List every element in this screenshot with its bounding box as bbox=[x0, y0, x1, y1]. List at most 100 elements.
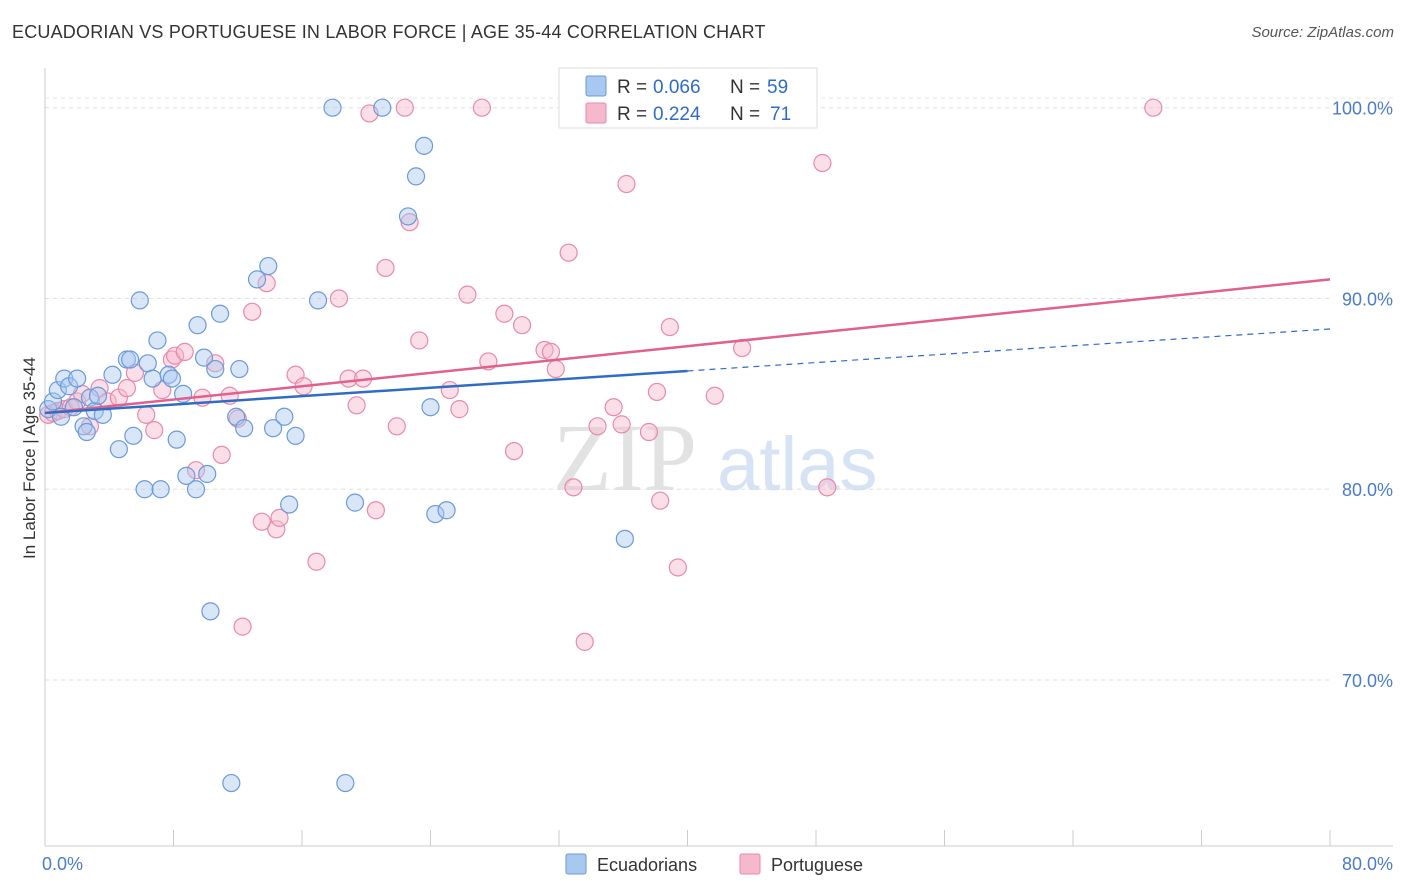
data-point-ecuadorians bbox=[280, 495, 299, 514]
data-point-ecuadorians bbox=[64, 398, 84, 417]
legend-swatch-portuguese bbox=[585, 102, 607, 124]
data-point-ecuadorians bbox=[286, 426, 305, 445]
data-point-portuguese bbox=[651, 491, 670, 510]
trendline-ecuadorians-extension bbox=[687, 328, 1331, 372]
data-point-ecuadorians bbox=[138, 354, 157, 373]
data-point-ecuadorians bbox=[230, 359, 249, 379]
data-point-portuguese bbox=[495, 304, 514, 323]
data-point-ecuadorians bbox=[135, 480, 154, 499]
trendline-portuguese bbox=[44, 278, 1331, 415]
watermark-zip: ZIP bbox=[553, 404, 697, 511]
data-point-ecuadorians bbox=[198, 464, 217, 484]
data-point-portuguese bbox=[813, 153, 832, 173]
data-point-ecuadorians bbox=[421, 398, 440, 417]
data-point-portuguese bbox=[440, 380, 459, 400]
data-point-ecuadorians bbox=[437, 501, 456, 520]
data-point-ecuadorians bbox=[206, 359, 225, 379]
data-point-portuguese bbox=[1144, 98, 1163, 117]
data-point-portuguese bbox=[186, 461, 206, 480]
data-point-ecuadorians bbox=[121, 350, 140, 369]
data-point-portuguese bbox=[233, 617, 252, 636]
data-point-portuguese bbox=[90, 379, 109, 398]
data-point-portuguese bbox=[472, 98, 491, 117]
data-point-ecuadorians bbox=[336, 773, 355, 793]
data-point-portuguese bbox=[145, 421, 164, 440]
data-point-portuguese bbox=[252, 512, 271, 531]
chart-title: ECUADORIAN VS PORTUGUESE IN LABOR FORCE … bbox=[12, 22, 766, 42]
data-point-portuguese bbox=[588, 417, 607, 436]
data-point-ecuadorians bbox=[210, 304, 230, 323]
data-point-portuguese bbox=[604, 398, 623, 417]
data-point-portuguese bbox=[267, 520, 286, 539]
data-point-portuguese bbox=[243, 302, 262, 321]
bottom-legend-swatch-portuguese bbox=[739, 853, 761, 875]
data-point-portuguese bbox=[366, 501, 385, 520]
data-point-ecuadorians bbox=[308, 291, 328, 310]
data-point-portuguese bbox=[347, 396, 366, 415]
data-point-portuguese bbox=[564, 478, 583, 497]
data-point-portuguese bbox=[137, 405, 156, 424]
bottom-legend-portuguese: Portuguese bbox=[771, 855, 863, 875]
data-point-ecuadorians bbox=[373, 98, 392, 117]
watermark-atlas: atlas bbox=[717, 422, 878, 507]
data-point-ecuadorians bbox=[167, 430, 186, 449]
data-point-portuguese bbox=[559, 243, 578, 262]
data-point-ecuadorians bbox=[124, 426, 143, 445]
data-point-ecuadorians bbox=[177, 466, 196, 485]
data-point-ecuadorians bbox=[398, 207, 418, 226]
data-point-ecuadorians bbox=[77, 422, 96, 442]
data-point-ecuadorians bbox=[247, 270, 267, 289]
legend-r-value-portuguese: 0.224 bbox=[653, 104, 701, 125]
data-point-ecuadorians bbox=[426, 504, 445, 524]
data-point-portuguese bbox=[307, 552, 326, 571]
trendline-ecuadorians bbox=[44, 369, 688, 415]
legend-n-value-ecuadorians: 59 bbox=[767, 77, 788, 98]
data-point-portuguese bbox=[206, 354, 225, 373]
data-point-portuguese bbox=[212, 445, 231, 465]
legend-n-label-portuguese: N = bbox=[730, 104, 760, 125]
data-point-portuguese bbox=[575, 632, 594, 651]
legend-r-label-portuguese: R = bbox=[617, 104, 647, 125]
x-tick-label: 0.0% bbox=[42, 854, 83, 874]
data-point-ecuadorians bbox=[148, 331, 167, 350]
data-point-portuguese bbox=[117, 379, 137, 398]
x-tick-label: 80.0% bbox=[1342, 854, 1393, 874]
data-point-portuguese bbox=[541, 342, 561, 361]
data-point-portuguese bbox=[818, 478, 837, 497]
bottom-legend-ecuadorians: Ecuadorians bbox=[597, 855, 697, 875]
data-point-portuguese bbox=[125, 363, 145, 382]
data-point-ecuadorians bbox=[615, 529, 634, 548]
data-point-portuguese bbox=[504, 441, 524, 461]
data-point-portuguese bbox=[387, 417, 406, 436]
data-point-portuguese bbox=[512, 316, 532, 335]
bottom-legend-swatch-ecuadorians bbox=[565, 853, 587, 875]
data-point-portuguese bbox=[395, 98, 414, 117]
data-point-ecuadorians bbox=[345, 493, 365, 512]
data-point-ecuadorians bbox=[188, 316, 207, 335]
data-point-ecuadorians bbox=[68, 369, 87, 388]
watermark: ZIP atlas bbox=[553, 404, 878, 511]
legend-n-label-ecuadorians: N = bbox=[730, 77, 760, 98]
legend-r-value-ecuadorians: 0.066 bbox=[653, 77, 701, 98]
data-point-portuguese bbox=[329, 289, 349, 308]
data-point-ecuadorians bbox=[103, 365, 122, 384]
data-point-ecuadorians bbox=[88, 386, 108, 405]
data-point-ecuadorians bbox=[162, 369, 181, 388]
legend: R = 0.066 N = 59 R = 0.224 N = 71 bbox=[558, 67, 818, 129]
data-point-portuguese bbox=[647, 382, 667, 402]
data-point-ecuadorians bbox=[406, 167, 426, 186]
data-point-portuguese bbox=[376, 258, 395, 278]
data-point-ecuadorians bbox=[323, 98, 342, 117]
data-point-ecuadorians bbox=[194, 348, 214, 367]
data-point-portuguese bbox=[660, 317, 679, 337]
source-label: Source: ZipAtlas.com bbox=[1251, 24, 1394, 41]
data-point-portuguese bbox=[450, 400, 469, 419]
y-tick-label: 70.0% bbox=[1342, 671, 1393, 691]
data-point-portuguese bbox=[546, 359, 565, 379]
data-point-ecuadorians bbox=[259, 256, 278, 276]
data-point-portuguese bbox=[617, 174, 636, 194]
data-point-portuguese bbox=[410, 331, 429, 350]
data-point-portuguese bbox=[166, 346, 185, 365]
data-point-portuguese bbox=[705, 386, 724, 405]
